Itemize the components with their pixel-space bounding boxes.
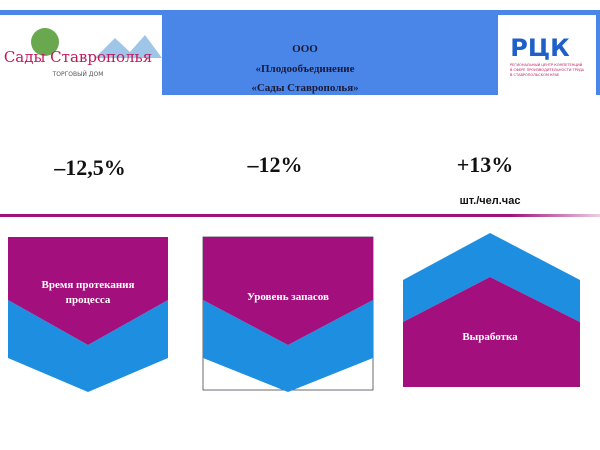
company-line: «Сады Ставрополья» [251, 82, 358, 94]
block-label: процесса [66, 294, 111, 306]
metric-value: –12% [247, 152, 303, 177]
metric-value: –12,5% [53, 155, 126, 180]
right-logo-caption: В СТАВРОПОЛЬСКОМ КРАЕ [510, 73, 559, 77]
block-label: Выработка [462, 331, 518, 343]
logo-mountains [95, 35, 162, 58]
right-logo-caption: РЕГИОНАЛЬНЫЙ ЦЕНТР КОМПЕТЕНЦИЙ [510, 62, 583, 67]
left-logo-name: Сады Ставрополья [4, 48, 152, 66]
block-label: Время протекания [42, 279, 135, 291]
block-pentagon [8, 237, 168, 345]
block-pentagon [403, 277, 580, 387]
company-line: «Плодообъединение [255, 63, 354, 75]
left-logo-subtitle: ТОРГОВЫЙ ДОМ [52, 71, 104, 78]
right-logo-name: РЦК [510, 34, 570, 62]
logo-tree [31, 28, 59, 56]
company-line: ООО [292, 43, 318, 55]
block-label: Уровень запасов [247, 291, 329, 303]
right-logo-caption: В СФЕРЕ ПРОИЗВОДИТЕЛЬНОСТИ ТРУДА [510, 68, 585, 72]
block-pentagon [203, 237, 373, 345]
block-chevron [403, 233, 580, 322]
block-chevron [203, 300, 373, 392]
right-logo-box [498, 15, 596, 95]
metric-unit: шт./чел.час [460, 195, 521, 207]
block-chevron [8, 300, 168, 392]
metric-value: +13% [457, 152, 514, 177]
divider [0, 214, 600, 217]
